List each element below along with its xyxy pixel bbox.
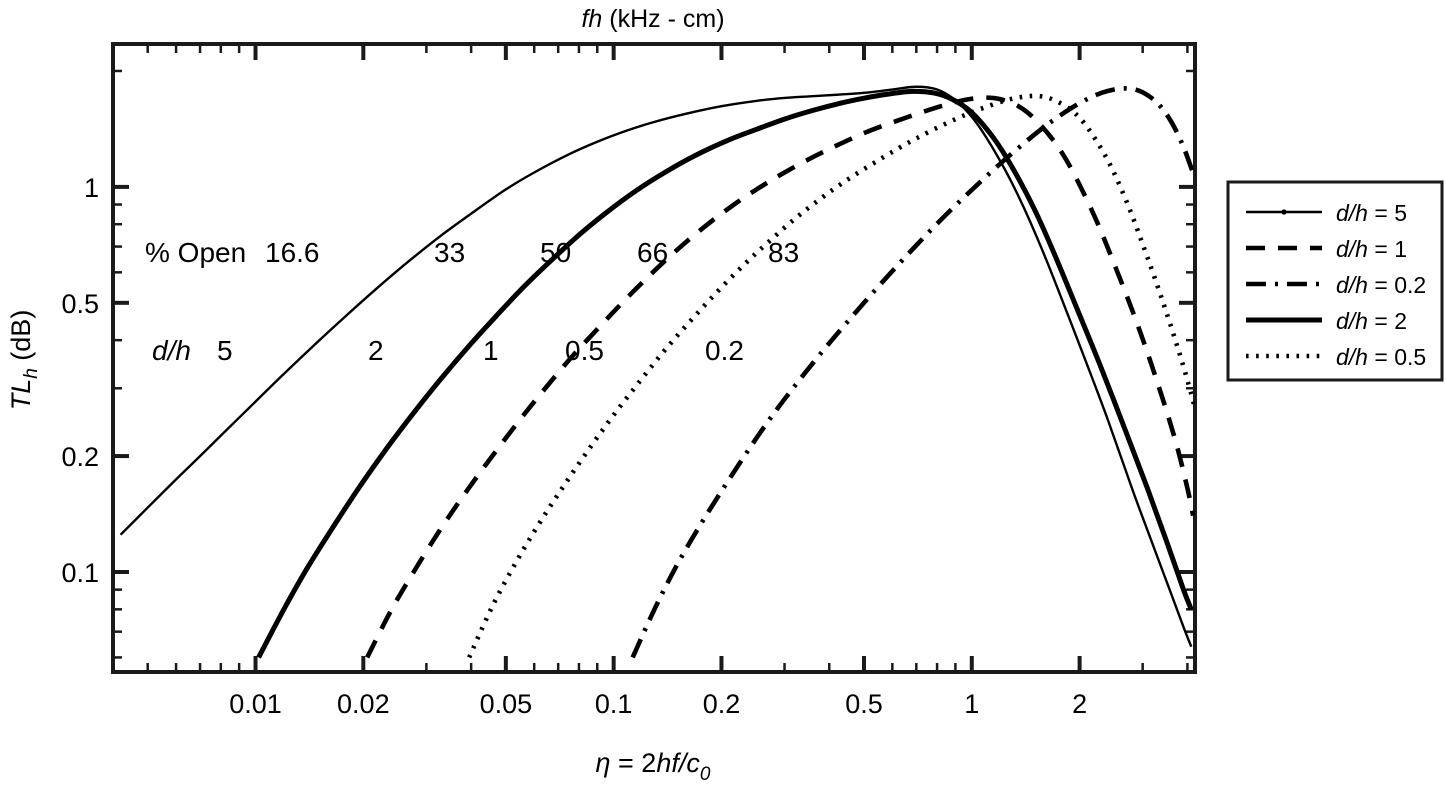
x-tick-label: 1 (964, 689, 979, 719)
annotation-group-label-percent: % Open (145, 237, 246, 268)
y-tick-label: 0.5 (61, 289, 99, 319)
curve-0p2 (630, 86, 1195, 659)
svg-text:TLh (dB): TLh (dB) (6, 310, 42, 411)
curve-5 (119, 85, 1193, 648)
curve-annotations: % Open 16.6 33 50 66 83 d/h 5 2 1 0.5 0.2 (145, 237, 799, 366)
chart-title: fh (kHz - cm) (581, 5, 724, 33)
annotation-group-label-dh: d/h (152, 335, 191, 366)
legend-marker-0 (1281, 209, 1287, 215)
plot-frame (111, 42, 1197, 674)
annotation-dh-value: 5 (217, 335, 233, 366)
axis-ticks (111, 44, 1195, 672)
legend-entries: d/h = 5 d/h = 1 d/h = 0.2 d/h = 2 d/h = 0.5 (1246, 200, 1426, 370)
legend-label-1: d/h = 1 (1336, 236, 1407, 262)
legend-label-0: d/h = 5 (1336, 200, 1407, 226)
annotation-dh-value: 2 (368, 335, 384, 366)
annotation-percent-open: 83 (768, 237, 799, 268)
x-tick-labels: 0.01 0.02 0.05 0.1 0.2 0.5 1 2 (229, 689, 1087, 719)
y-tick-label: 1 (84, 173, 99, 203)
x-tick-label: 0.1 (595, 689, 633, 719)
curve-1 (365, 95, 1195, 659)
annotation-dh-value: 0.2 (705, 335, 744, 366)
annotation-percent-open: 66 (637, 237, 668, 268)
annotation-dh-value: 0.5 (565, 335, 604, 366)
annotation-percent-open: 16.6 (265, 237, 320, 268)
x-tick-label: 0.05 (480, 689, 533, 719)
curve-2 (256, 88, 1194, 659)
x-axis-label: η = 2hf/c0 (596, 748, 711, 785)
annotation-percent-open: 33 (434, 237, 465, 268)
y-axis-label: TLh (dB) (6, 310, 42, 411)
annotation-dh-value: 1 (483, 335, 499, 366)
annotation-percent-open: 50 (540, 237, 571, 268)
legend-box (1226, 180, 1444, 382)
legend-label-4: d/h = 0.5 (1336, 344, 1426, 370)
x-tick-label: 0.2 (703, 689, 741, 719)
legend-label-3: d/h = 2 (1336, 308, 1407, 334)
x-tick-label: 0.5 (845, 689, 883, 719)
y-tick-label: 0.1 (61, 558, 99, 588)
x-tick-label: 0.02 (337, 689, 390, 719)
y-tick-label: 0.2 (61, 442, 99, 472)
legend-label-2: d/h = 0.2 (1336, 272, 1426, 298)
y-tick-labels: 0.1 0.2 0.5 1 (61, 173, 99, 588)
data-curves (119, 85, 1195, 659)
x-tick-label: 0.01 (229, 689, 282, 719)
x-tick-label: 2 (1072, 689, 1087, 719)
